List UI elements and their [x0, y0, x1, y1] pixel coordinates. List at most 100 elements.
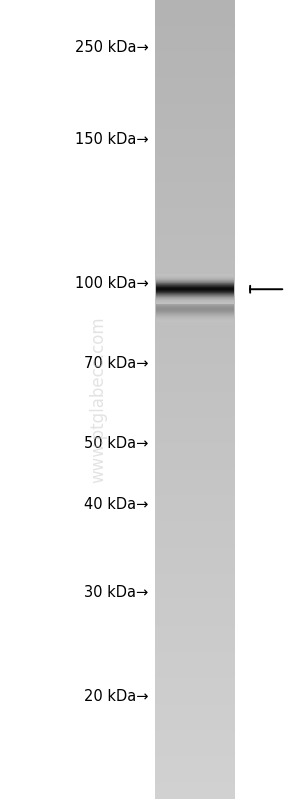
- Bar: [155, 95, 235, 97]
- Bar: [155, 745, 235, 748]
- Bar: [155, 101, 235, 104]
- Bar: [155, 590, 235, 593]
- Bar: [155, 376, 235, 379]
- Bar: [155, 119, 235, 121]
- Bar: [155, 654, 235, 657]
- Bar: [155, 760, 235, 762]
- Bar: [155, 164, 235, 166]
- Bar: [155, 771, 235, 773]
- Bar: [155, 698, 235, 700]
- Bar: [155, 536, 235, 539]
- Bar: [155, 173, 235, 176]
- Bar: [155, 26, 235, 29]
- Bar: [155, 747, 235, 749]
- Bar: [155, 415, 235, 417]
- Bar: [155, 795, 235, 797]
- Bar: [155, 653, 235, 655]
- Bar: [155, 445, 235, 447]
- Bar: [155, 148, 235, 150]
- Bar: [155, 734, 235, 737]
- Bar: [155, 485, 235, 487]
- Bar: [155, 394, 235, 396]
- Bar: [155, 84, 235, 86]
- Bar: [155, 295, 235, 297]
- Bar: [155, 728, 235, 730]
- Bar: [155, 603, 235, 606]
- Bar: [155, 365, 235, 368]
- Bar: [155, 761, 235, 764]
- Bar: [155, 397, 235, 400]
- Bar: [155, 586, 235, 588]
- Bar: [155, 432, 235, 435]
- Bar: [155, 619, 235, 622]
- Bar: [155, 143, 235, 145]
- Bar: [155, 606, 235, 609]
- Bar: [155, 199, 235, 201]
- Bar: [155, 9, 235, 11]
- Bar: [155, 674, 235, 676]
- Bar: [155, 648, 235, 650]
- Bar: [155, 670, 235, 673]
- Bar: [155, 205, 235, 208]
- Bar: [155, 301, 235, 304]
- Text: 20 kDa→: 20 kDa→: [84, 690, 148, 704]
- Bar: [155, 341, 235, 344]
- Bar: [155, 304, 235, 307]
- Bar: [155, 541, 235, 543]
- Bar: [155, 514, 235, 516]
- Bar: [155, 375, 235, 377]
- Bar: [155, 646, 235, 649]
- Bar: [155, 165, 235, 168]
- Bar: [155, 333, 235, 336]
- Bar: [155, 360, 235, 363]
- Bar: [155, 777, 235, 780]
- Bar: [155, 319, 235, 321]
- Bar: [155, 15, 235, 18]
- Bar: [155, 416, 235, 419]
- Text: 150 kDa→: 150 kDa→: [75, 133, 148, 147]
- Bar: [155, 121, 235, 123]
- Bar: [155, 688, 235, 690]
- Bar: [155, 78, 235, 80]
- Bar: [155, 450, 235, 452]
- Bar: [155, 437, 235, 439]
- Bar: [155, 739, 235, 741]
- Bar: [155, 268, 235, 270]
- Bar: [155, 50, 235, 53]
- Bar: [155, 324, 235, 326]
- Bar: [155, 571, 235, 574]
- Bar: [155, 188, 235, 190]
- Bar: [155, 226, 235, 229]
- Bar: [155, 400, 235, 403]
- Bar: [155, 710, 235, 713]
- Bar: [155, 149, 235, 152]
- Bar: [155, 18, 235, 21]
- Bar: [155, 717, 235, 719]
- Text: 70 kDa→: 70 kDa→: [84, 356, 148, 371]
- Bar: [155, 336, 235, 339]
- Bar: [155, 512, 235, 515]
- Bar: [155, 499, 235, 502]
- Bar: [155, 368, 235, 371]
- Bar: [155, 103, 235, 105]
- Bar: [155, 68, 235, 70]
- Bar: [155, 60, 235, 62]
- Bar: [155, 701, 235, 703]
- Bar: [155, 682, 235, 684]
- Bar: [155, 509, 235, 511]
- Bar: [155, 264, 235, 267]
- Bar: [155, 610, 235, 612]
- Bar: [155, 292, 235, 294]
- Bar: [155, 656, 235, 658]
- Bar: [155, 467, 235, 470]
- Bar: [155, 327, 235, 329]
- Bar: [155, 233, 235, 235]
- Bar: [155, 76, 235, 78]
- Bar: [155, 181, 235, 184]
- Bar: [155, 549, 235, 551]
- Bar: [155, 421, 235, 423]
- Bar: [155, 440, 235, 443]
- Bar: [155, 503, 235, 505]
- Bar: [155, 320, 235, 323]
- Bar: [155, 659, 235, 662]
